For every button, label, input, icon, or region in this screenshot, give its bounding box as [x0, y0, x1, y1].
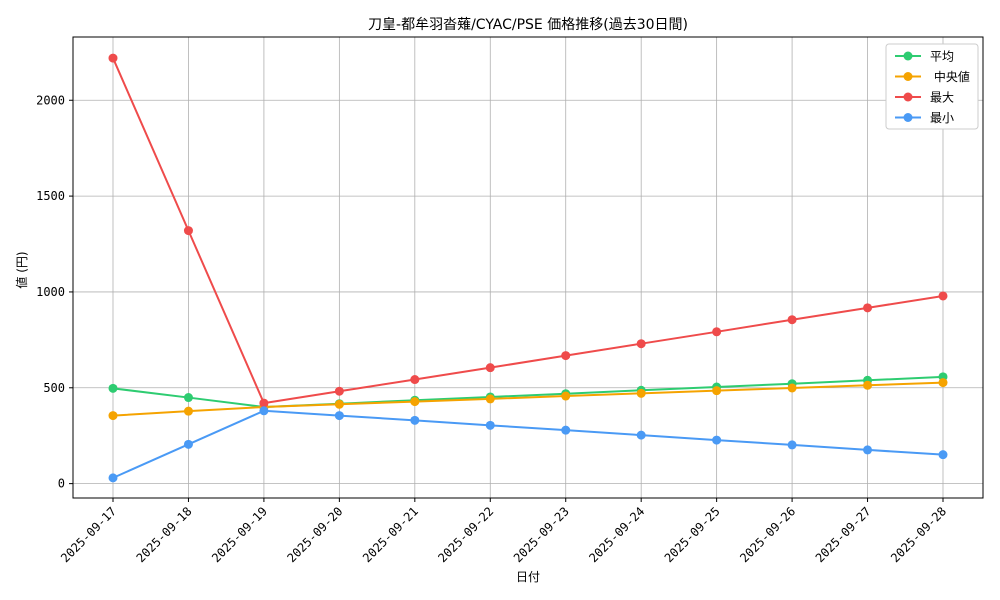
x-tick-label: 2025-09-26	[737, 504, 798, 565]
legend-marker	[903, 113, 913, 122]
x-tick-label: 2025-09-23	[511, 504, 572, 565]
legend-label: 中央値	[930, 69, 970, 84]
x-tick-label: 2025-09-28	[888, 504, 949, 565]
data-point	[712, 435, 722, 445]
data-point	[561, 351, 571, 361]
data-point	[938, 450, 948, 460]
data-point	[410, 397, 420, 407]
series-3	[108, 406, 948, 483]
x-tick-label: 2025-09-24	[586, 504, 647, 565]
data-point	[787, 440, 797, 450]
data-point	[863, 303, 873, 313]
legend-label: 平均	[930, 50, 954, 64]
data-point	[636, 388, 646, 398]
data-point	[712, 386, 722, 396]
series-2	[108, 53, 948, 408]
data-point	[712, 327, 722, 337]
data-point	[636, 430, 646, 440]
data-point	[938, 378, 948, 388]
data-point	[108, 473, 118, 483]
y-tick-label: 1000	[36, 285, 65, 299]
data-point	[636, 339, 646, 349]
y-axis-label: 値 (円)	[14, 251, 29, 288]
x-axis: 2025-09-17 2025-09-18 2025-09-19 2025-09-20…	[58, 498, 949, 565]
data-point	[259, 398, 269, 408]
grid-lines	[73, 37, 983, 498]
data-point	[410, 415, 420, 425]
x-tick-label: 2025-09-25	[662, 504, 723, 565]
data-point	[334, 386, 344, 396]
series-line	[112, 381, 944, 417]
x-tick-label: 2025-09-22	[435, 504, 496, 565]
data-point	[561, 391, 571, 401]
data-point	[334, 399, 344, 409]
data-point	[183, 406, 193, 416]
data-point	[183, 393, 193, 403]
series-line	[112, 409, 944, 479]
data-point	[485, 363, 495, 373]
y-axis: 0 500 1000 1500 2000	[36, 93, 73, 491]
legend-label: 最小	[930, 111, 954, 125]
x-tick-label: 2025-09-27	[813, 504, 874, 565]
x-axis-label: 日付	[516, 570, 540, 584]
data-point	[863, 380, 873, 390]
data-point	[787, 383, 797, 393]
legend-marker	[903, 72, 913, 81]
chart-title: 刀皇-都牟羽沓薙/CYAC/PSE 価格推移(過去30日間)	[368, 17, 688, 33]
x-tick-label: 2025-09-20	[284, 504, 345, 565]
y-tick-label: 1500	[36, 189, 65, 203]
data-point	[108, 53, 118, 63]
data-point	[108, 383, 118, 393]
x-tick-label: 2025-09-21	[360, 504, 421, 565]
data-point	[108, 411, 118, 421]
data-point	[410, 375, 420, 385]
series-1	[108, 378, 948, 421]
data-point	[485, 420, 495, 430]
data-point	[938, 291, 948, 301]
legend-marker	[903, 51, 913, 61]
x-tick-label: 2025-09-17	[58, 504, 119, 565]
series-line	[112, 57, 944, 405]
data-point	[561, 425, 571, 435]
data-point	[787, 315, 797, 325]
y-tick-label: 500	[43, 381, 65, 395]
legend-label: 最大	[930, 91, 954, 105]
data-point	[863, 445, 873, 455]
series-line	[112, 375, 944, 408]
plot-frame	[72, 36, 984, 499]
x-tick-label: 2025-09-18	[134, 504, 195, 565]
y-tick-label: 2000	[36, 93, 65, 107]
series-lines	[108, 53, 948, 483]
data-point	[334, 411, 344, 421]
data-point	[183, 226, 193, 236]
data-point	[259, 406, 269, 416]
x-tick-label: 2025-09-19	[209, 504, 270, 565]
legend-box	[885, 43, 979, 130]
legend-marker	[903, 92, 913, 102]
series-0	[108, 372, 948, 412]
data-point	[183, 439, 193, 449]
data-point	[485, 394, 495, 404]
y-tick-label: 0	[58, 477, 65, 491]
